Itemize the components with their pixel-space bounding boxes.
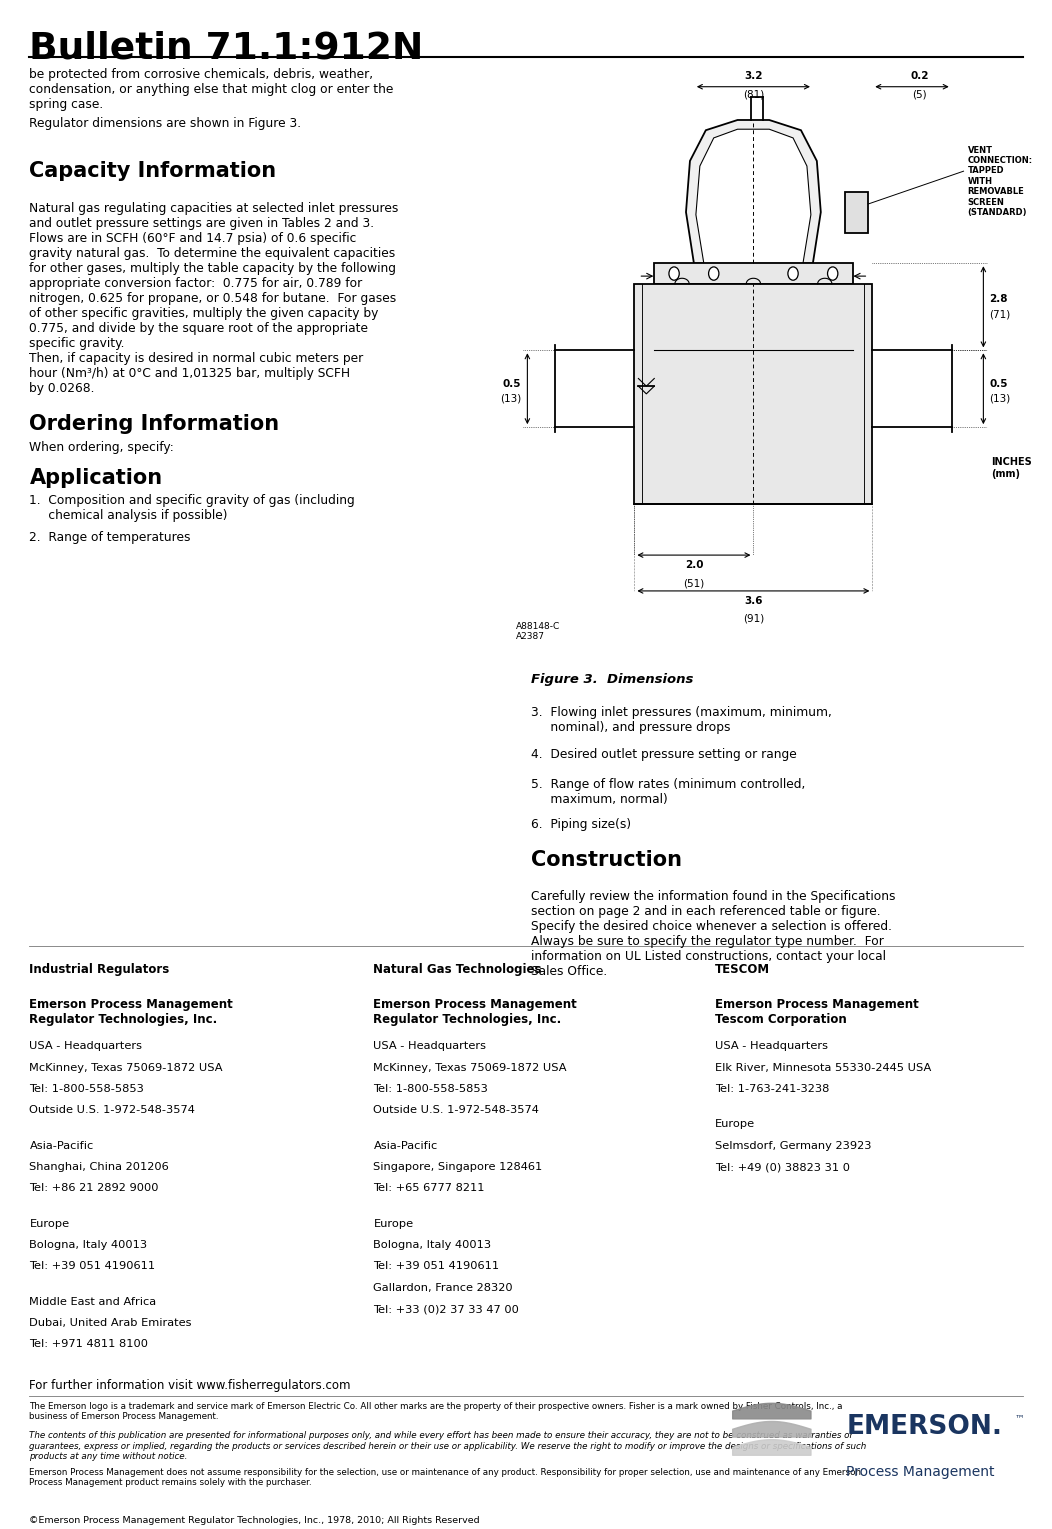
Text: 5.  Range of flow rates (minimum controlled,
     maximum, normal): 5. Range of flow rates (minimum controll… xyxy=(531,778,806,806)
Text: Singapore, Singapore 128461: Singapore, Singapore 128461 xyxy=(373,1162,543,1173)
Circle shape xyxy=(828,268,837,280)
Text: Process Management: Process Management xyxy=(847,1465,995,1479)
Text: When ordering, specify:: When ordering, specify: xyxy=(29,440,175,454)
Text: Outside U.S. 1-972-548-3574: Outside U.S. 1-972-548-3574 xyxy=(29,1105,196,1116)
Text: Elk River, Minnesota 55330-2445 USA: Elk River, Minnesota 55330-2445 USA xyxy=(715,1063,932,1073)
Text: Gallardon, France 28320: Gallardon, France 28320 xyxy=(373,1283,513,1294)
Text: Middle East and Africa: Middle East and Africa xyxy=(29,1297,157,1307)
Text: (13): (13) xyxy=(500,394,522,404)
Polygon shape xyxy=(634,284,872,505)
Text: Outside U.S. 1-972-548-3574: Outside U.S. 1-972-548-3574 xyxy=(373,1105,540,1116)
Text: Tel: +33 (0)2 37 33 47 00: Tel: +33 (0)2 37 33 47 00 xyxy=(373,1304,520,1315)
Text: Europe: Europe xyxy=(373,1219,413,1229)
Text: (91): (91) xyxy=(743,615,764,624)
Text: 2.  Range of temperatures: 2. Range of temperatures xyxy=(29,531,191,544)
Text: Ordering Information: Ordering Information xyxy=(29,414,280,434)
Circle shape xyxy=(709,268,719,280)
Text: McKinney, Texas 75069-1872 USA: McKinney, Texas 75069-1872 USA xyxy=(373,1063,567,1073)
Text: (71): (71) xyxy=(989,309,1011,320)
Text: Europe: Europe xyxy=(29,1219,69,1229)
Polygon shape xyxy=(686,119,821,263)
Text: Asia-Pacific: Asia-Pacific xyxy=(29,1141,94,1151)
Text: INCHES
(mm): INCHES (mm) xyxy=(991,457,1032,479)
Text: Emerson Process Management
Tescom Corporation: Emerson Process Management Tescom Corpor… xyxy=(715,998,919,1026)
Text: (81): (81) xyxy=(743,89,764,99)
Text: Tel: +49 (0) 38823 31 0: Tel: +49 (0) 38823 31 0 xyxy=(715,1162,850,1173)
Text: The contents of this publication are presented for informational purposes only, : The contents of this publication are pre… xyxy=(29,1431,867,1460)
Text: 3.  Flowing inlet pressures (maximum, minimum,
     nominal), and pressure drops: 3. Flowing inlet pressures (maximum, min… xyxy=(531,706,832,734)
Text: 1.  Composition and specific gravity of gas (including
     chemical analysis if: 1. Composition and specific gravity of g… xyxy=(29,494,356,521)
Text: (51): (51) xyxy=(684,578,705,589)
Text: Figure 3.  Dimensions: Figure 3. Dimensions xyxy=(531,673,693,687)
Text: Emerson Process Management
Regulator Technologies, Inc.: Emerson Process Management Regulator Tec… xyxy=(29,998,234,1026)
Text: 0.5: 0.5 xyxy=(503,379,522,388)
Text: Regulator dimensions are shown in Figure 3.: Regulator dimensions are shown in Figure… xyxy=(29,116,302,130)
Text: Shanghai, China 201206: Shanghai, China 201206 xyxy=(29,1162,169,1173)
Text: 2.8: 2.8 xyxy=(989,294,1008,304)
Text: McKinney, Texas 75069-1872 USA: McKinney, Texas 75069-1872 USA xyxy=(29,1063,223,1073)
Text: Bologna, Italy 40013: Bologna, Italy 40013 xyxy=(373,1240,491,1251)
Text: ©Emerson Process Management Regulator Technologies, Inc., 1978, 2010; All Rights: ©Emerson Process Management Regulator Te… xyxy=(29,1517,480,1524)
Text: Construction: Construction xyxy=(531,850,683,870)
Text: Carefully review the information found in the Specifications
section on page 2 a: Carefully review the information found i… xyxy=(531,890,895,979)
Text: 0.2: 0.2 xyxy=(911,70,929,81)
Text: Capacity Information: Capacity Information xyxy=(29,161,277,180)
Text: VENT
CONNECTION:
TAPPED
WITH
REMOVABLE
SCREEN
(STANDARD): VENT CONNECTION: TAPPED WITH REMOVABLE S… xyxy=(968,145,1033,217)
Text: 3.2: 3.2 xyxy=(744,70,763,81)
Text: ™: ™ xyxy=(1014,1413,1024,1423)
Text: 3.6: 3.6 xyxy=(744,596,763,605)
Text: Emerson Process Management
Regulator Technologies, Inc.: Emerson Process Management Regulator Tec… xyxy=(373,998,578,1026)
Polygon shape xyxy=(845,191,868,232)
Text: Asia-Pacific: Asia-Pacific xyxy=(373,1141,438,1151)
Polygon shape xyxy=(695,130,811,263)
Text: Tel: +86 21 2892 9000: Tel: +86 21 2892 9000 xyxy=(29,1183,159,1194)
Text: Emerson Process Management does not assume responsibility for the selection, use: Emerson Process Management does not assu… xyxy=(29,1468,862,1488)
Text: Then, if capacity is desired in normal cubic meters per
hour (Nm³/h) at 0°C and : Then, if capacity is desired in normal c… xyxy=(29,353,364,396)
Text: Tel: +39 051 4190611: Tel: +39 051 4190611 xyxy=(29,1261,156,1272)
Text: Europe: Europe xyxy=(715,1119,755,1130)
Text: Tel: +971 4811 8100: Tel: +971 4811 8100 xyxy=(29,1339,148,1350)
Text: 2.0: 2.0 xyxy=(685,560,703,570)
Text: 6.  Piping size(s): 6. Piping size(s) xyxy=(531,818,631,832)
Text: A88148-C
A2387: A88148-C A2387 xyxy=(515,622,560,641)
Text: Tel: 1-763-241-3238: Tel: 1-763-241-3238 xyxy=(715,1084,830,1095)
Text: Bologna, Italy 40013: Bologna, Italy 40013 xyxy=(29,1240,147,1251)
Circle shape xyxy=(788,268,798,280)
Text: The Emerson logo is a trademark and service mark of Emerson Electric Co. All oth: The Emerson logo is a trademark and serv… xyxy=(29,1402,843,1422)
Text: Tel: +65 6777 8211: Tel: +65 6777 8211 xyxy=(373,1183,485,1194)
Text: Tel: +39 051 4190611: Tel: +39 051 4190611 xyxy=(373,1261,500,1272)
Text: 0.5: 0.5 xyxy=(989,379,1008,388)
Text: USA - Headquarters: USA - Headquarters xyxy=(29,1041,142,1052)
Text: For further information visit www.fisherregulators.com: For further information visit www.fisher… xyxy=(29,1379,351,1393)
Text: (13): (13) xyxy=(989,394,1011,404)
Text: Tel: 1-800-558-5853: Tel: 1-800-558-5853 xyxy=(373,1084,488,1095)
Text: Application: Application xyxy=(29,468,163,488)
Text: Industrial Regulators: Industrial Regulators xyxy=(29,963,169,977)
Text: TESCOM: TESCOM xyxy=(715,963,770,977)
Text: USA - Headquarters: USA - Headquarters xyxy=(373,1041,486,1052)
Polygon shape xyxy=(654,263,852,284)
Text: (5): (5) xyxy=(913,89,927,99)
Text: Dubai, United Arab Emirates: Dubai, United Arab Emirates xyxy=(29,1318,191,1329)
Text: Tel: 1-800-558-5853: Tel: 1-800-558-5853 xyxy=(29,1084,144,1095)
Text: 4.  Desired outlet pressure setting or range: 4. Desired outlet pressure setting or ra… xyxy=(531,748,797,761)
Circle shape xyxy=(669,268,680,280)
Text: USA - Headquarters: USA - Headquarters xyxy=(715,1041,828,1052)
Text: Natural gas regulating capacities at selected inlet pressures
and outlet pressur: Natural gas regulating capacities at sel… xyxy=(29,202,399,350)
Text: EMERSON.: EMERSON. xyxy=(847,1414,1003,1440)
Text: Natural Gas Technologies: Natural Gas Technologies xyxy=(373,963,542,977)
Text: Bulletin 71.1:912N: Bulletin 71.1:912N xyxy=(29,31,424,67)
Text: Selmsdorf, Germany 23923: Selmsdorf, Germany 23923 xyxy=(715,1141,872,1151)
Text: be protected from corrosive chemicals, debris, weather,
condensation, or anythin: be protected from corrosive chemicals, d… xyxy=(29,67,393,112)
